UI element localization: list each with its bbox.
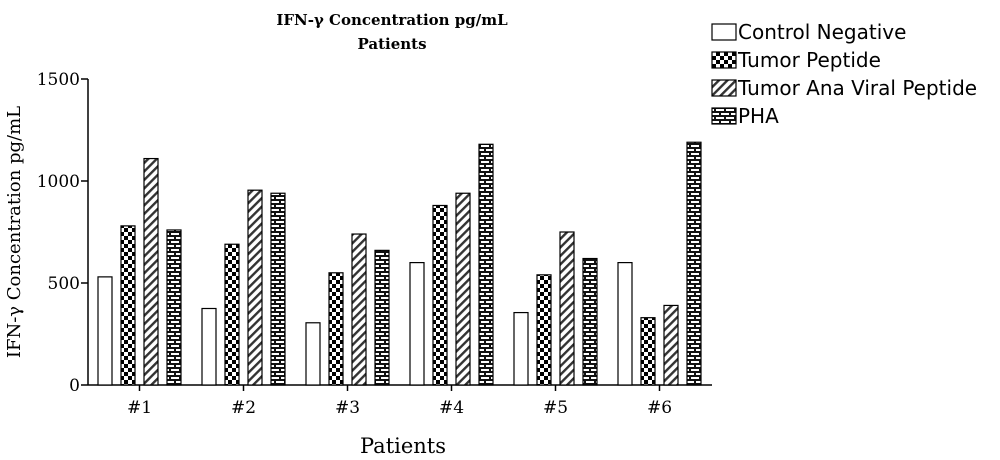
bar	[97, 276, 113, 386]
bar	[663, 304, 679, 386]
x-tick-label: #1	[127, 398, 152, 418]
x-tick-label: #2	[231, 398, 256, 418]
bar	[455, 192, 471, 386]
legend-label: PHA	[738, 104, 779, 128]
bar	[351, 233, 367, 386]
legend-label: Control Negative	[738, 20, 906, 44]
bar	[640, 317, 656, 386]
bar	[305, 322, 321, 386]
bar	[478, 143, 494, 386]
chart-subtitle: Patients	[357, 35, 426, 53]
legend-swatch	[711, 79, 737, 97]
bar	[617, 262, 633, 386]
bar	[224, 243, 240, 386]
bar	[143, 157, 159, 386]
legend: Control Negative Tumor Peptide Tumor Ana V…	[711, 20, 977, 128]
legend-label: Tumor Peptide	[737, 48, 881, 72]
y-tick-label: 1500	[37, 70, 80, 90]
bar	[513, 311, 529, 386]
plot-area: 0 500 1000 1500 #1 #2 #3 #4 #5 #6	[37, 70, 712, 418]
bar	[409, 262, 425, 386]
bar	[536, 274, 552, 386]
legend-swatch	[711, 51, 737, 69]
bar	[374, 249, 390, 386]
bar	[120, 225, 136, 386]
chart-title: IFN-γ Concentration pg/mL	[276, 11, 508, 29]
bar	[270, 192, 286, 386]
bar	[328, 272, 344, 386]
y-tick-label: 1000	[37, 172, 80, 192]
y-tick-label: 500	[48, 274, 80, 294]
x-tick-label: #4	[439, 398, 464, 418]
bar	[559, 231, 575, 386]
y-tick-label: 0	[69, 376, 80, 396]
bar	[247, 189, 263, 386]
bar	[432, 204, 448, 386]
bar	[201, 307, 217, 386]
bar	[166, 229, 182, 386]
y-axis-label: IFN-γ Concentration pg/mL	[4, 106, 25, 358]
legend-swatch	[711, 23, 737, 41]
x-axis-label: Patients	[360, 434, 446, 458]
legend-swatch	[711, 107, 737, 125]
x-tick-label: #3	[335, 398, 360, 418]
legend-label: Tumor Ana Viral Peptide	[737, 76, 977, 100]
x-tick-label: #6	[647, 398, 672, 418]
bar	[686, 141, 702, 386]
bar	[582, 257, 598, 386]
x-tick-label: #5	[543, 398, 568, 418]
